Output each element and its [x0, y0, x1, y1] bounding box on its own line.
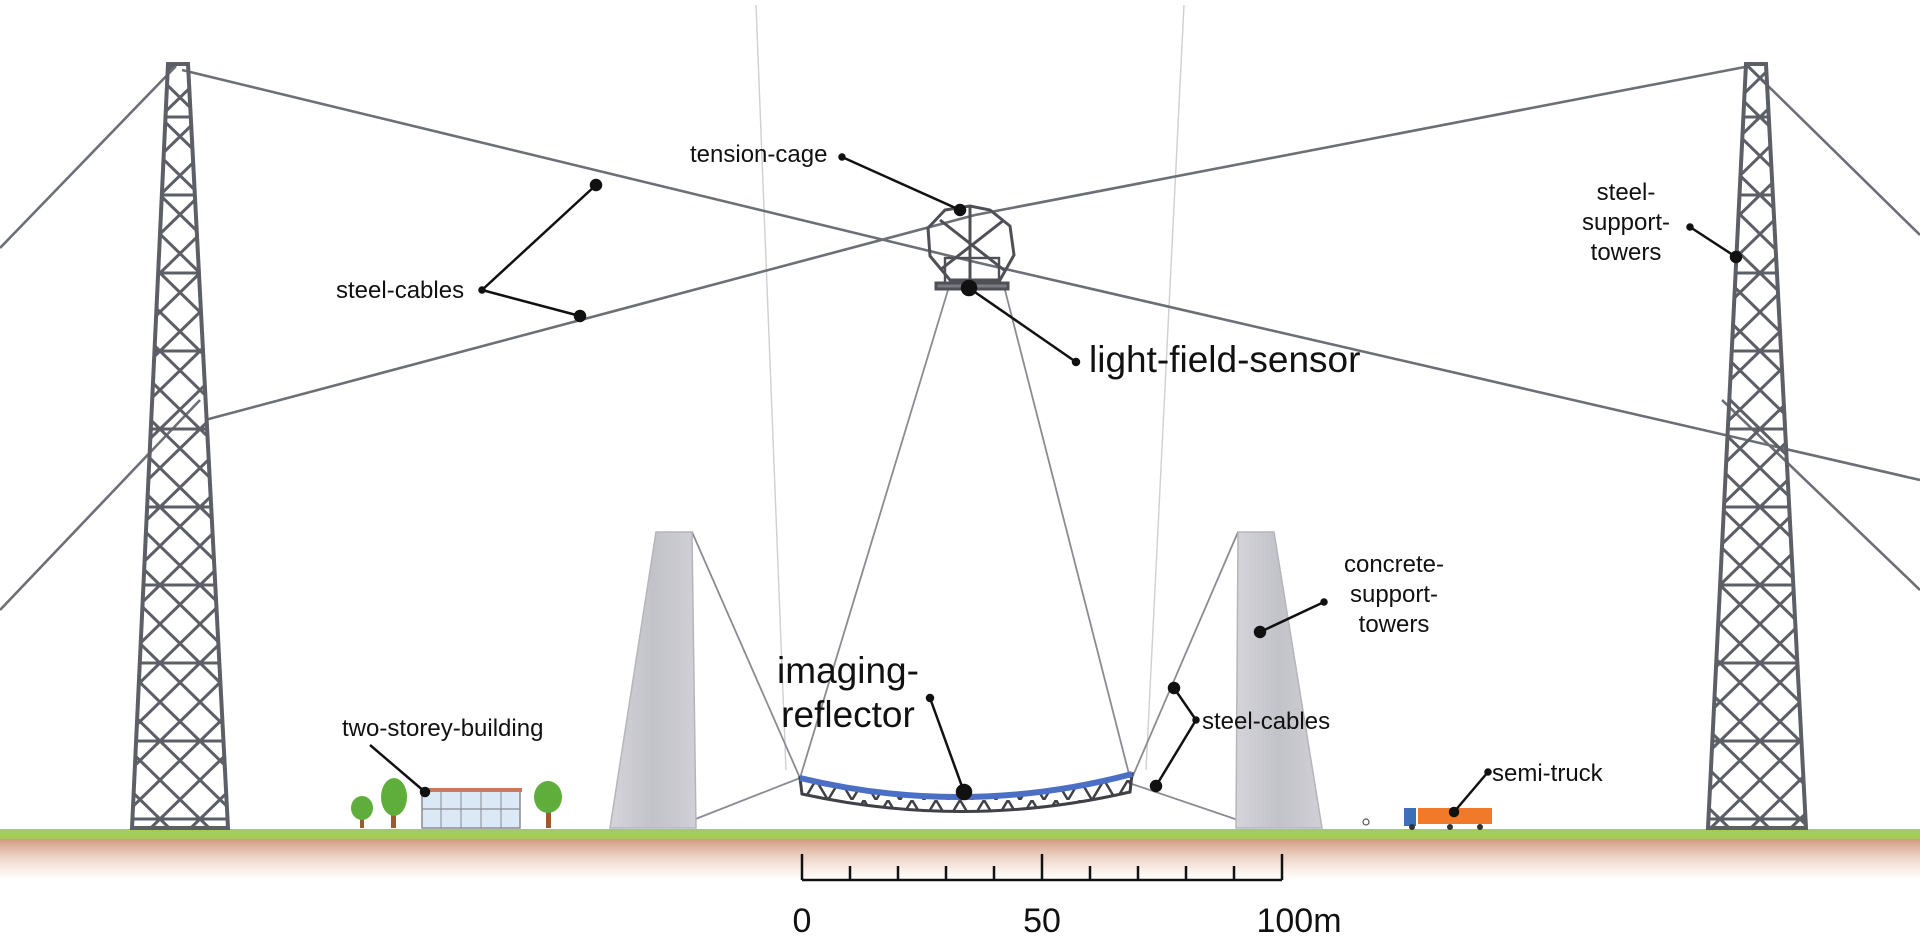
- scale-label-100m: 100m: [1256, 902, 1341, 940]
- tension-cage: [926, 204, 1016, 291]
- reflector-cables: [691, 289, 1239, 821]
- label-steel-support-towers-3: towers: [1591, 239, 1662, 266]
- label-semi-truck: semi-truck: [1492, 760, 1604, 787]
- label-steel-support-towers-2: support-: [1582, 209, 1670, 236]
- leader-lines: [369, 153, 1743, 818]
- field-of-view-lines: [755, 4, 1185, 771]
- main-steel-cables: [0, 64, 1920, 611]
- two-storey-building: [420, 788, 522, 829]
- label-concrete-support-towers-1: concrete-: [1344, 551, 1444, 578]
- scale-bar: 0 50 100m: [793, 854, 1342, 940]
- label-steel-support-towers-1: steel-: [1597, 179, 1656, 206]
- label-light-field-sensor: light-field-sensor: [1089, 339, 1360, 380]
- trees: [351, 778, 562, 828]
- label-concrete-support-towers-3: towers: [1359, 611, 1430, 638]
- steel-tower-right: [1705, 62, 1809, 830]
- label-two-storey-building: two-storey-building: [342, 715, 543, 742]
- label-tension-cage: tension-cage: [690, 141, 827, 168]
- label-imaging-reflector-1: imaging-: [777, 650, 919, 691]
- concrete-tower-left: [609, 531, 697, 829]
- semi-truck: [1362, 808, 1492, 830]
- ground: [0, 829, 1920, 878]
- concrete-tower-right: [1235, 531, 1323, 829]
- label-concrete-support-towers-2: support-: [1350, 581, 1438, 608]
- steel-tower-left: [129, 62, 231, 830]
- label-steel-cables-right: steel-cables: [1202, 708, 1330, 735]
- scale-label-50: 50: [1023, 902, 1061, 940]
- scale-label-0: 0: [793, 902, 812, 940]
- label-steel-cables-left: steel-cables: [336, 277, 464, 304]
- label-imaging-reflector-2: reflector: [781, 694, 915, 735]
